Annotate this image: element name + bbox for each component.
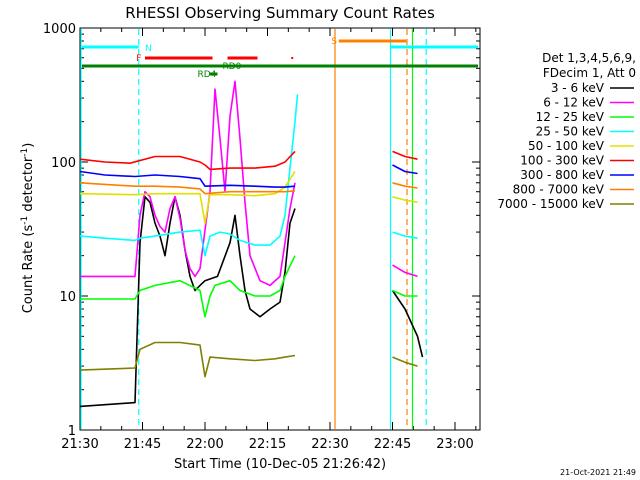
series-line-7 xyxy=(79,182,418,195)
legend-label: 800 - 7000 keV xyxy=(513,183,605,197)
series-line-1 xyxy=(80,80,418,287)
legend-label: 50 - 100 keV xyxy=(528,139,605,153)
x-tick-label: 22:00 xyxy=(186,437,223,452)
plot-area: 21:30 21:45 22:00 22:15 22:30 22:45 23:00 1 10 10… xyxy=(43,22,481,452)
x-tick-label: 21:30 xyxy=(61,437,98,452)
series-line-3 xyxy=(79,94,418,257)
series-line-8 xyxy=(79,341,418,378)
y-tick-label: 100 xyxy=(51,156,76,171)
y-tick-label: 10 xyxy=(59,290,76,305)
legend-header-line-1: Det 1,3,4,5,6,9, xyxy=(542,51,636,65)
x-tick-label: 22:15 xyxy=(249,437,286,452)
x-tick-label: 22:45 xyxy=(374,437,411,452)
saa-label: S xyxy=(331,37,337,47)
rd0-label: RD0 xyxy=(223,62,242,72)
y-tick-label: 1000 xyxy=(43,22,76,37)
rd4-label: RD4 xyxy=(198,70,217,80)
x-axis-label: Start Time (10-Dec-05 21:26:42) xyxy=(174,457,386,472)
x-tick-label: 23:00 xyxy=(436,437,473,452)
plot-frame xyxy=(79,27,481,431)
legend-label: 12 - 25 keV xyxy=(536,110,605,124)
y-tick-label: 1 xyxy=(68,424,76,439)
legend-label: 6 - 12 keV xyxy=(543,96,605,110)
series-line-0 xyxy=(79,196,424,408)
legend-label: 7000 - 15000 keV xyxy=(497,197,604,211)
chart-title: RHESSI Observing Summary Count Rates xyxy=(125,4,435,22)
cyan-bar-label: N xyxy=(145,44,152,54)
series-line-2 xyxy=(80,255,418,318)
flare-dot xyxy=(291,57,294,59)
series-line-4 xyxy=(79,171,418,224)
legend-label: 100 - 300 keV xyxy=(520,154,604,168)
legend: Det 1,3,4,5,6,9, FDecim 1, Att 0 3 - 6 k… xyxy=(497,51,636,211)
flare-label: F xyxy=(136,54,141,64)
legend-label: 25 - 50 keV xyxy=(536,125,605,139)
y-axis-label: Count Rate (s-1 detector-1) xyxy=(20,143,36,314)
x-tick-label: 22:30 xyxy=(311,437,348,452)
series-line-6 xyxy=(79,164,418,188)
legend-header-line-2: FDecim 1, Att 0 xyxy=(543,66,636,80)
legend-label: 3 - 6 keV xyxy=(551,81,605,95)
series-line-5 xyxy=(79,150,418,171)
footer-date: 21-Oct-2021 21:49 xyxy=(560,468,636,477)
legend-label: 300 - 800 keV xyxy=(520,168,604,182)
x-tick-label: 21:45 xyxy=(124,437,161,452)
